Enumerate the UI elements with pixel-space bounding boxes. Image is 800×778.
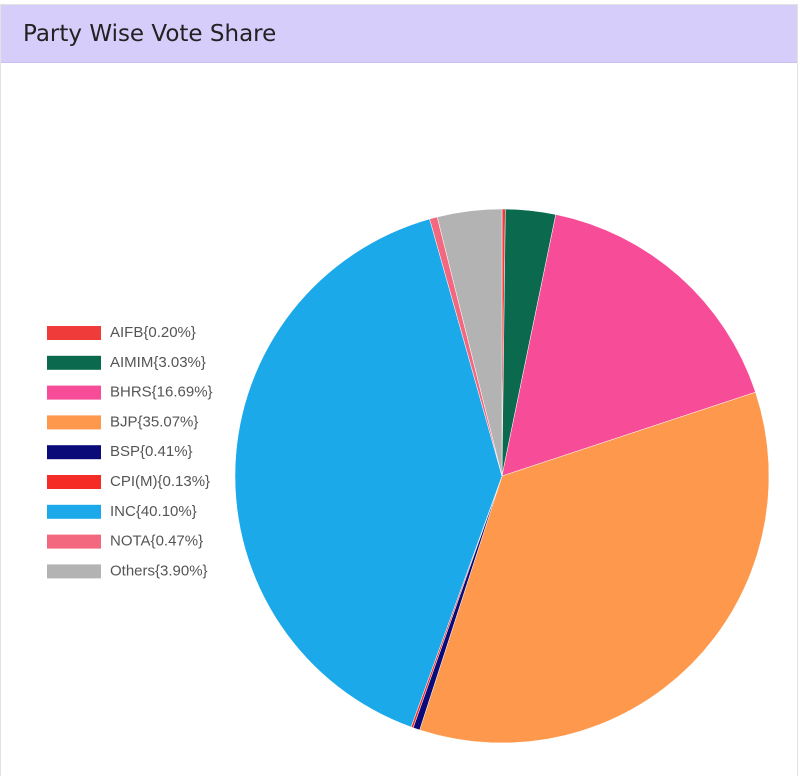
legend-swatch xyxy=(47,355,101,370)
legend-label: BJP{35.07%} xyxy=(110,413,198,430)
pie-slice xyxy=(501,214,756,477)
pie-slice xyxy=(234,218,503,728)
legend-swatch xyxy=(47,385,101,400)
card-header: Party Wise Vote Share xyxy=(1,5,797,63)
legend-label: INC{40.10%} xyxy=(110,503,197,520)
legend-label: Others{3.90%} xyxy=(110,562,208,579)
legend-swatch xyxy=(47,475,101,489)
legend-label: BSP{0.41%} xyxy=(110,443,193,460)
legend-label: BHRS{16.69%} xyxy=(110,384,213,401)
legend-label: AIMIM{3.03%} xyxy=(110,354,206,371)
legend-swatch xyxy=(47,504,101,519)
legend-swatch xyxy=(47,445,101,460)
legend-swatch xyxy=(47,415,101,430)
card: Party Wise Vote Share xyxy=(0,4,798,776)
chart-title: Party Wise Vote Share xyxy=(23,20,277,47)
legend-swatch xyxy=(47,534,101,549)
pie-slice xyxy=(436,208,503,477)
legend-label: NOTA{0.47%} xyxy=(110,533,203,550)
legend-swatch xyxy=(47,564,101,579)
pie-slice xyxy=(419,391,770,744)
legend-label: CPI(M){0.13%} xyxy=(110,473,210,490)
legend-swatch xyxy=(47,326,101,340)
legend-label: AIFB{0.20%} xyxy=(110,324,196,341)
